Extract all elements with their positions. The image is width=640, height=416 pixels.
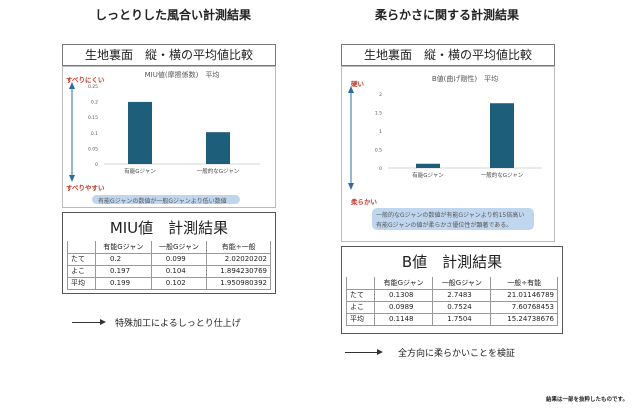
table-header-cell bbox=[346, 277, 375, 290]
table-cell: 15.24738676 bbox=[490, 312, 558, 326]
right-conclusion-arrow-head bbox=[377, 349, 383, 355]
table-cell: 0.104 bbox=[150, 264, 208, 278]
left-conclusion-arrow-head bbox=[100, 319, 106, 325]
table-header-cell: 一般÷有能 bbox=[490, 277, 558, 290]
y-tick-label: 0 bbox=[95, 162, 98, 168]
left-conclusion: 特殊加工によるしっとり仕上げ bbox=[115, 319, 241, 329]
chart-title: MIU値(摩擦係数) 平均 bbox=[145, 70, 220, 79]
table-cell: たて bbox=[346, 288, 375, 302]
left-note-highlight bbox=[92, 195, 240, 204]
table-cell: 1.894230769 bbox=[206, 264, 271, 278]
left-axis-arrow bbox=[69, 82, 75, 182]
right-label-top: 硬い bbox=[351, 80, 364, 88]
y-tick-label: 2 bbox=[379, 92, 382, 98]
right-bar-chart: B値(曲げ剛性) 平均 0 0.5 1 1.5 2 有能Gジャン 一般的なGジャン bbox=[375, 74, 542, 179]
table-row: 平均 0.1148 1.7504 15.24738676 bbox=[346, 312, 558, 326]
right-heading: 柔らかさに関する計測結果 bbox=[375, 8, 520, 22]
x-tick-label: 一般的なGジャン bbox=[197, 167, 240, 175]
y-tick-label: 0.15 bbox=[88, 115, 98, 121]
y-tick-label: 0.1 bbox=[91, 131, 98, 137]
table-cell: 0.2 bbox=[95, 252, 152, 266]
table-row: よこ 0.0989 0.7524 7.60768453 bbox=[346, 300, 558, 314]
table-cell: 平均 bbox=[346, 312, 375, 326]
bar bbox=[490, 103, 514, 168]
right-axis-arrow bbox=[348, 86, 354, 190]
left-conclusion-arrow bbox=[72, 322, 100, 323]
left-note: 有能Gジャンの数値が一般Gジャンより低い数値 bbox=[98, 198, 227, 205]
right-note-line2: 有能Gジャンの値が柔らかさ優位性が顕著である。 bbox=[376, 222, 513, 229]
table-row: よこ 0.197 0.104 1.894230769 bbox=[67, 264, 271, 278]
table-header-cell: 有能÷一般 bbox=[206, 241, 271, 254]
left-bar-chart: MIU値(摩擦係数) 平均 0 0.05 0.1 0.15 0.2 0.25 有能Gジャン 一般… bbox=[88, 70, 260, 175]
y-tick-label: 0.05 bbox=[88, 146, 98, 152]
table-cell: たて bbox=[67, 252, 96, 266]
x-tick-label: 有能Gジャン bbox=[124, 167, 156, 175]
table-cell: 0.199 bbox=[95, 276, 152, 290]
table-cell: 1.950980392 bbox=[206, 276, 271, 290]
y-tick-label: 0.25 bbox=[88, 84, 98, 90]
table-cell: 0.099 bbox=[150, 252, 208, 266]
bar bbox=[128, 101, 152, 164]
table-cell: 平均 bbox=[67, 276, 96, 290]
right-conclusion-arrow bbox=[345, 352, 377, 353]
right-label-bottom: 柔らかい bbox=[351, 198, 377, 206]
left-panel-title: 生地裏面 縦・横の平均値比較 bbox=[62, 44, 276, 66]
table-cell: 0.197 bbox=[95, 264, 152, 278]
table-cell: 1.7504 bbox=[432, 312, 492, 326]
y-tick-label: 0.2 bbox=[91, 100, 98, 106]
table-cell: よこ bbox=[67, 264, 96, 278]
table-cell: 7.60768453 bbox=[490, 300, 558, 314]
table-cell: よこ bbox=[346, 300, 375, 314]
y-tick-label: 0 bbox=[379, 166, 382, 172]
left-heading: しっとりした風合い計測結果 bbox=[95, 8, 252, 22]
table-cell: 2.02020202 bbox=[206, 252, 271, 266]
table-header-cell: 一般Gジャン bbox=[150, 241, 208, 254]
y-tick-label: 0.5 bbox=[375, 148, 382, 154]
bar bbox=[416, 163, 440, 168]
right-note-highlight bbox=[372, 208, 534, 230]
y-tick-label: 1.5 bbox=[375, 111, 382, 117]
table-header-cell: 有能Gジャン bbox=[373, 277, 434, 290]
left-result-table: 有能Gジャン 一般Gジャン 有能÷一般 たて 0.2 0.099 2.02020… bbox=[67, 241, 271, 290]
table-header-cell: 一般Gジャン bbox=[432, 277, 492, 290]
table-header-cell bbox=[67, 241, 96, 254]
table-header-row: 有能Gジャン 一般Gジャン 一般÷有能 bbox=[346, 277, 558, 290]
table-cell: 0.0989 bbox=[373, 300, 434, 314]
left-label-top: すべりにくい bbox=[66, 76, 105, 84]
chart-title: B値(曲げ剛性) 平均 bbox=[432, 74, 498, 83]
right-note-line1: 一般的なGジャンの数値が有能Gジャンより約15倍高い bbox=[376, 212, 525, 219]
x-tick-label: 一般的なGジャン bbox=[481, 171, 524, 179]
left-result-title: MIU値 計測結果 bbox=[109, 219, 229, 237]
table-row: 平均 0.199 0.102 1.950980392 bbox=[67, 276, 271, 290]
left-result-box: MIU値 計測結果 有能Gジャン 一般Gジャン 有能÷一般 たて 0.2 0.0… bbox=[62, 212, 276, 294]
left-label-bottom: すべりやすい bbox=[66, 184, 105, 192]
right-result-box: B値 計測結果 有能Gジャン 一般Gジャン 一般÷有能 たて 0.1308 2.… bbox=[341, 246, 563, 334]
table-cell: 2.7483 bbox=[432, 288, 492, 302]
table-cell: 0.7524 bbox=[432, 300, 492, 314]
right-result-table: 有能Gジャン 一般Gジャン 一般÷有能 たて 0.1308 2.7483 21.… bbox=[346, 277, 558, 326]
left-chart-area bbox=[62, 66, 276, 208]
right-panel-title: 生地裏面 縦・横の平均値比較 bbox=[341, 44, 555, 66]
table-header-row: 有能Gジャン 一般Gジャン 有能÷一般 bbox=[67, 241, 271, 254]
table-header-cell: 有能Gジャン bbox=[95, 241, 152, 254]
table-cell: 0.102 bbox=[150, 276, 208, 290]
table-row: たて 0.2 0.099 2.02020202 bbox=[67, 252, 271, 266]
table-row: たて 0.1308 2.7483 21.01146789 bbox=[346, 288, 558, 302]
footer-note: 結果は一部を抜粋したものです。 bbox=[546, 397, 628, 403]
right-result-title: B値 計測結果 bbox=[401, 253, 503, 271]
x-tick-label: 有能Gジャン bbox=[412, 171, 444, 179]
bar bbox=[206, 132, 230, 164]
y-tick-label: 1 bbox=[379, 129, 382, 135]
right-conclusion: 全方向に柔らかいことを検証 bbox=[398, 349, 516, 359]
table-cell: 0.1308 bbox=[373, 288, 434, 302]
table-cell: 21.01146789 bbox=[490, 288, 558, 302]
table-cell: 0.1148 bbox=[373, 312, 434, 326]
